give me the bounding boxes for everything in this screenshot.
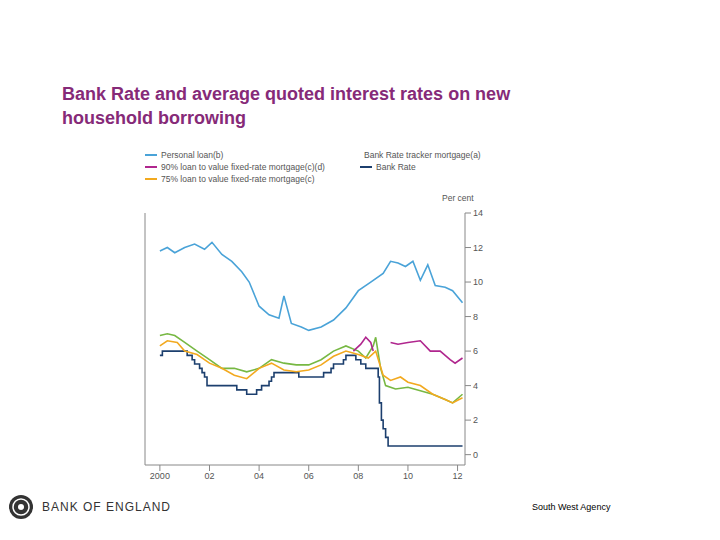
svg-text:10: 10 bbox=[403, 471, 413, 481]
svg-text:8: 8 bbox=[473, 312, 478, 322]
svg-text:06: 06 bbox=[304, 471, 314, 481]
html-text:Bank Rate tracker mortgage(a): Bank Rate tracker mortgage(a) bbox=[364, 150, 481, 160]
html-text:90% loan to value fixed-rate m: 90% loan to value fixed-rate mortgage(c)… bbox=[161, 162, 325, 172]
svg-text:02: 02 bbox=[204, 471, 214, 481]
svg-text:14: 14 bbox=[473, 208, 483, 218]
svg-text:04: 04 bbox=[254, 471, 264, 481]
svg-text:08: 08 bbox=[353, 471, 363, 481]
html-text:South West Agency: South West Agency bbox=[532, 502, 611, 512]
svg-text:12: 12 bbox=[473, 243, 483, 253]
html-text:Personal loan(b): Personal loan(b) bbox=[161, 150, 224, 160]
html-text:75% loan to value fixed-rate m: 75% loan to value fixed-rate mortgage(c) bbox=[161, 174, 315, 184]
svg-text:12: 12 bbox=[453, 471, 463, 481]
html-text:BANK OF ENGLAND: BANK OF ENGLAND bbox=[42, 500, 171, 514]
svg-text:6: 6 bbox=[473, 346, 478, 356]
svg-text:4: 4 bbox=[473, 381, 478, 391]
html-text:Bank Rate: Bank Rate bbox=[376, 162, 416, 172]
svg-text:0: 0 bbox=[473, 450, 478, 460]
svg-text:2: 2 bbox=[473, 415, 478, 425]
html-text:Bank Rate and average quoted i: Bank Rate and average quoted interest ra… bbox=[62, 84, 511, 128]
svg-text:10: 10 bbox=[473, 277, 483, 287]
svg-text:2000: 2000 bbox=[150, 471, 170, 481]
html-text:Per cent: Per cent bbox=[442, 193, 474, 203]
